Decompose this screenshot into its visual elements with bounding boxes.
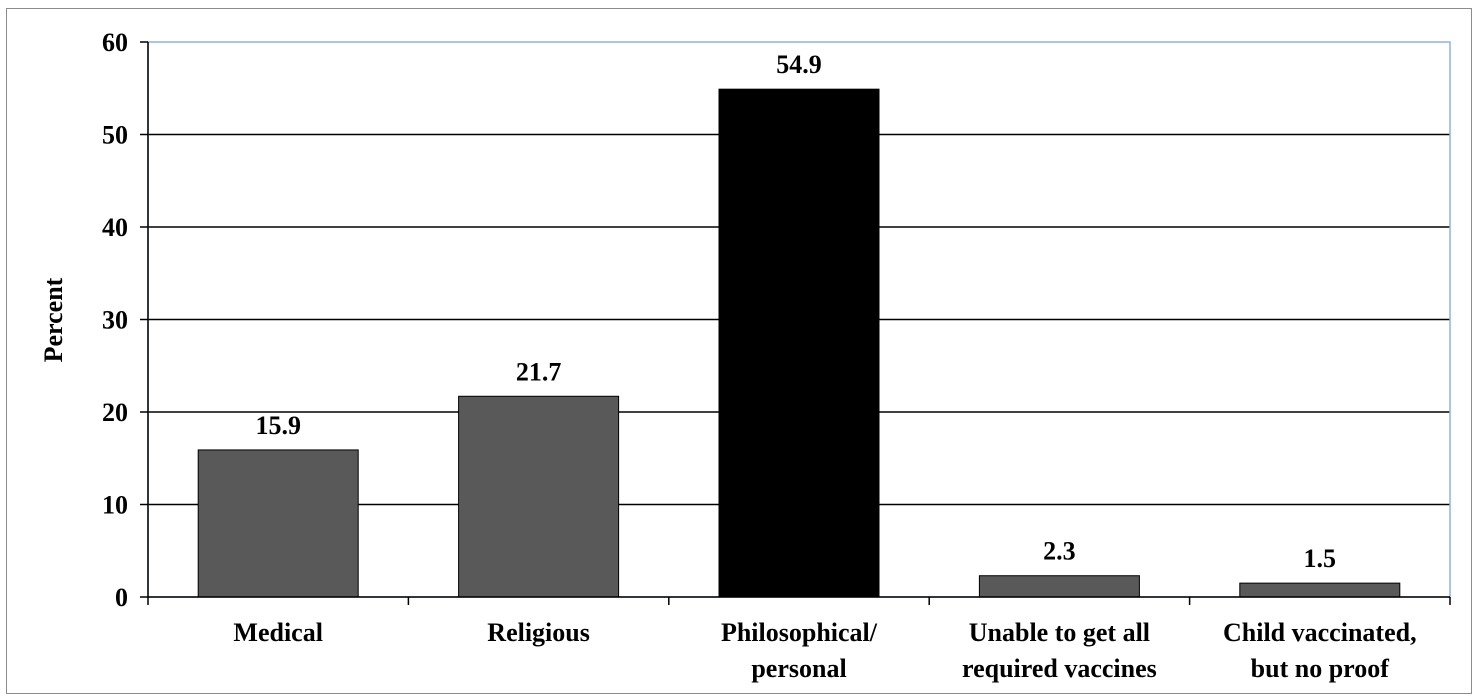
bar [1239, 582, 1401, 598]
x-tick-label: Unable to get all [969, 618, 1150, 647]
bars [197, 88, 1401, 598]
y-tick-label: 40 [102, 213, 128, 242]
bar [197, 449, 359, 598]
y-tick-label: 50 [102, 121, 128, 150]
y-tick-label: 60 [102, 28, 128, 57]
y-tick-label: 0 [115, 583, 128, 612]
bar-value-label: 1.5 [1304, 544, 1337, 573]
y-tick-labels: 0 10 20 30 40 50 60 [102, 28, 128, 612]
bar-value-label: 15.9 [255, 411, 301, 440]
bar [718, 88, 880, 598]
y-axis-label: Percent [39, 277, 68, 362]
x-tick-label: Religious [487, 618, 590, 647]
y-tick-label: 10 [102, 491, 128, 520]
bar-value-label: 54.9 [776, 50, 822, 79]
value-labels: 15.9 21.7 54.9 2.3 1.5 [255, 50, 1336, 573]
x-tick-label: personal [751, 654, 846, 683]
bar-value-label: 2.3 [1043, 537, 1076, 566]
bar [458, 395, 620, 598]
y-tick-label: 30 [102, 306, 128, 335]
y-tick-label: 20 [102, 398, 128, 427]
bar [978, 575, 1140, 598]
x-tick-label: Philosophical/ [721, 618, 878, 647]
axes [140, 41, 1451, 605]
x-tick-label: Child vaccinated, [1223, 618, 1417, 647]
x-tick-label: but no proof [1251, 654, 1390, 683]
x-tick-labels: Medical Religious Philosophical/personal Un… [233, 618, 1416, 683]
bar-value-label: 21.7 [516, 357, 562, 386]
x-tick-label: Medical [233, 618, 323, 647]
x-tick-label: required vaccines [962, 654, 1157, 683]
